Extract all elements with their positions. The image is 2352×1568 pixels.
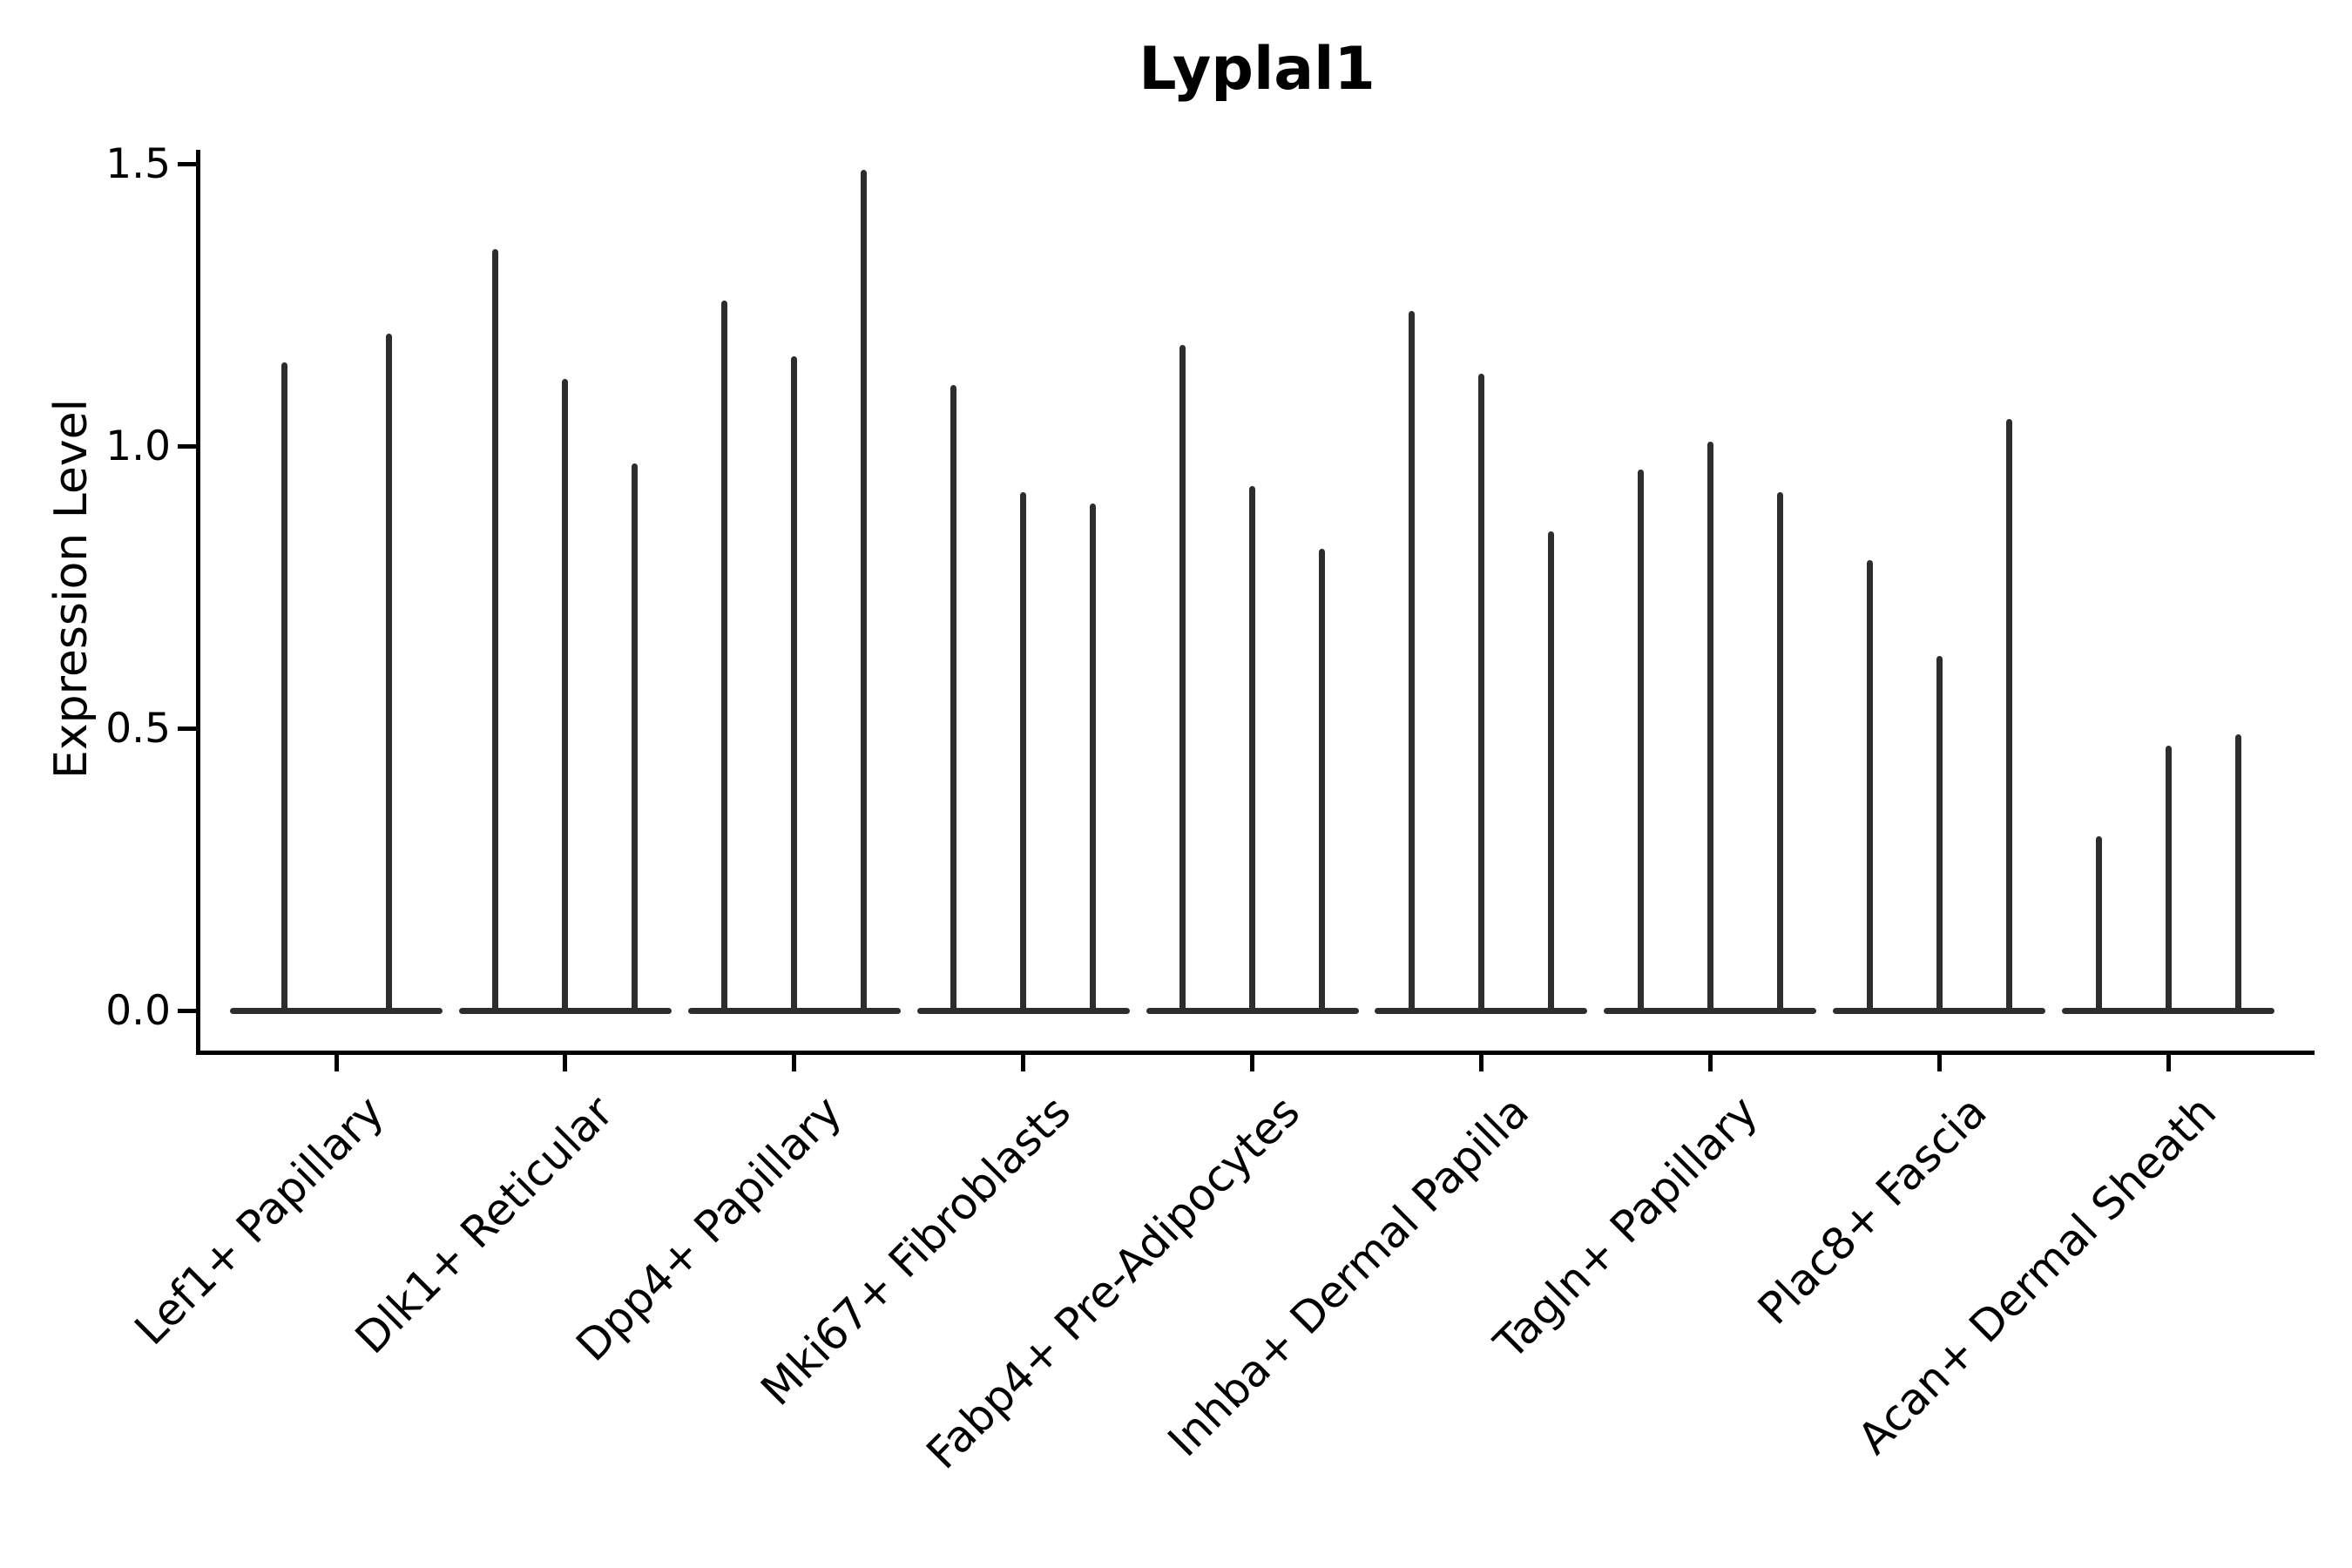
violin-spike (2095, 836, 2102, 1014)
y-tick-mark (178, 727, 196, 731)
violin-spike (1090, 503, 1097, 1014)
x-tick-label: Fabp4+ Pre-Adipocytes (917, 1086, 1310, 1479)
violin-spike (950, 384, 957, 1014)
violin-base (230, 1008, 443, 1014)
x-tick-mark (1250, 1055, 1254, 1071)
x-tick-mark (563, 1055, 568, 1071)
chart-title: Lyplal1 (1139, 35, 1375, 104)
violin-spike (492, 249, 499, 1014)
violin-spike (2165, 746, 2172, 1014)
y-tick-label: 0.0 (105, 987, 171, 1035)
y-tick-mark (178, 444, 196, 449)
violin-spike (562, 379, 569, 1014)
violin-spike (1866, 559, 1873, 1014)
x-tick-label: Lef1+ Papillary (125, 1086, 395, 1355)
violin-spike (280, 362, 287, 1014)
violin-spike (1637, 469, 1644, 1014)
violin-spike (1179, 345, 1186, 1014)
violin-spike (1319, 548, 1325, 1014)
x-tick-mark (2166, 1055, 2171, 1071)
violin-spike (1477, 373, 1484, 1014)
violin-spike (1020, 491, 1027, 1014)
x-tick-mark (1707, 1055, 1713, 1071)
violin-spike (1936, 655, 1943, 1014)
x-tick-label: Plac8+ Fascia (1748, 1086, 1997, 1335)
violin-spike (791, 356, 798, 1014)
violin-spike (1707, 441, 1713, 1014)
violin-spike (1249, 486, 1255, 1014)
y-tick-mark (178, 162, 196, 166)
violin-spike (1408, 311, 1415, 1014)
y-axis-label: Expression Level (45, 398, 98, 780)
violin-spike (385, 334, 392, 1014)
y-tick-mark (178, 1009, 196, 1013)
violin-spike (861, 170, 868, 1014)
violin-spike (632, 463, 639, 1014)
y-tick-label: 0.5 (105, 705, 171, 753)
violin-spike (721, 300, 728, 1014)
x-tick-mark (1021, 1055, 1026, 1071)
y-tick-label: 1.0 (105, 422, 171, 470)
x-tick-mark (1478, 1055, 1484, 1071)
y-tick-label: 1.5 (105, 140, 171, 188)
x-tick-mark (1936, 1055, 1942, 1071)
violin-spike (2234, 734, 2241, 1014)
x-tick-mark (334, 1055, 339, 1071)
violin-spike (2005, 418, 2012, 1014)
x-tick-mark (792, 1055, 797, 1071)
violin-spike (1776, 491, 1783, 1014)
violin-spike (1547, 531, 1554, 1014)
y-axis-spine (196, 150, 200, 1055)
x-axis-spine (196, 1051, 2315, 1055)
